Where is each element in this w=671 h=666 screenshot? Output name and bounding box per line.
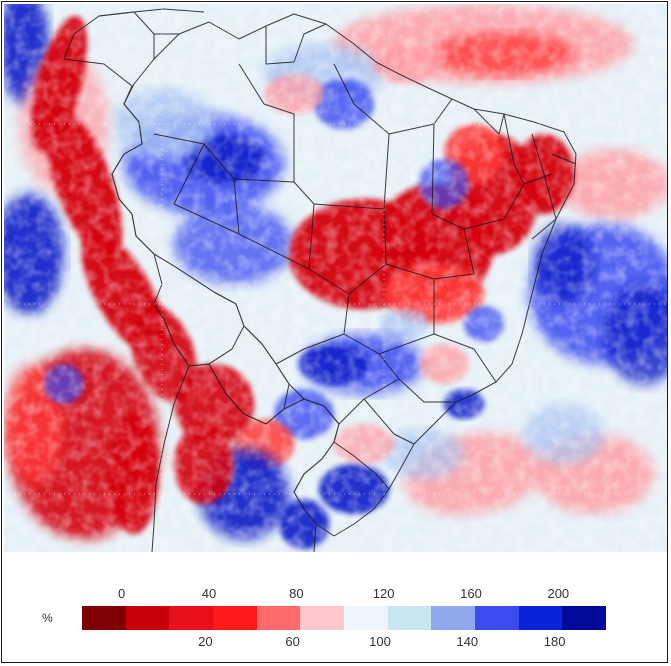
legend-swatch [562,606,607,630]
legend-tick-label: 80 [289,586,304,601]
legend-swatch [475,606,519,630]
argentina-border [188,363,340,552]
legend-swatch [256,606,301,630]
legend-tick-label: 200 [547,586,570,601]
color-legend: % [2,562,669,662]
legend-unit: % [42,611,53,625]
legend-swatch [387,606,432,630]
legend-tick-label: 140 [456,634,479,649]
coast-north [98,8,205,17]
legend-tick-label: 180 [543,634,566,649]
legend-tick-label: 60 [285,634,300,649]
legend-tick-label: 0 [118,586,126,601]
texture-overlay [4,4,667,552]
legend-swatch [518,606,563,630]
legend-tick-label: 120 [372,586,395,601]
legend-tick-label: 20 [198,634,213,649]
legend-swatch [169,606,214,630]
legend-swatch [300,606,345,630]
legend-swatch [431,606,476,630]
legend-swatch [213,606,257,630]
legend-swatch [82,606,126,630]
legend-tick-label: 160 [460,586,482,601]
chile-border [151,303,190,552]
precipitation-anomaly-map [4,4,667,552]
peru-border [63,58,163,305]
legend-tick-label: 40 [201,586,217,601]
legend-color-bar [82,606,607,630]
legend-swatch [344,606,388,630]
legend-swatch [125,606,170,630]
legend-tick-label: 100 [369,634,391,649]
graticule [4,4,667,552]
uruguay-border [333,441,390,490]
guianas-border [265,23,327,65]
